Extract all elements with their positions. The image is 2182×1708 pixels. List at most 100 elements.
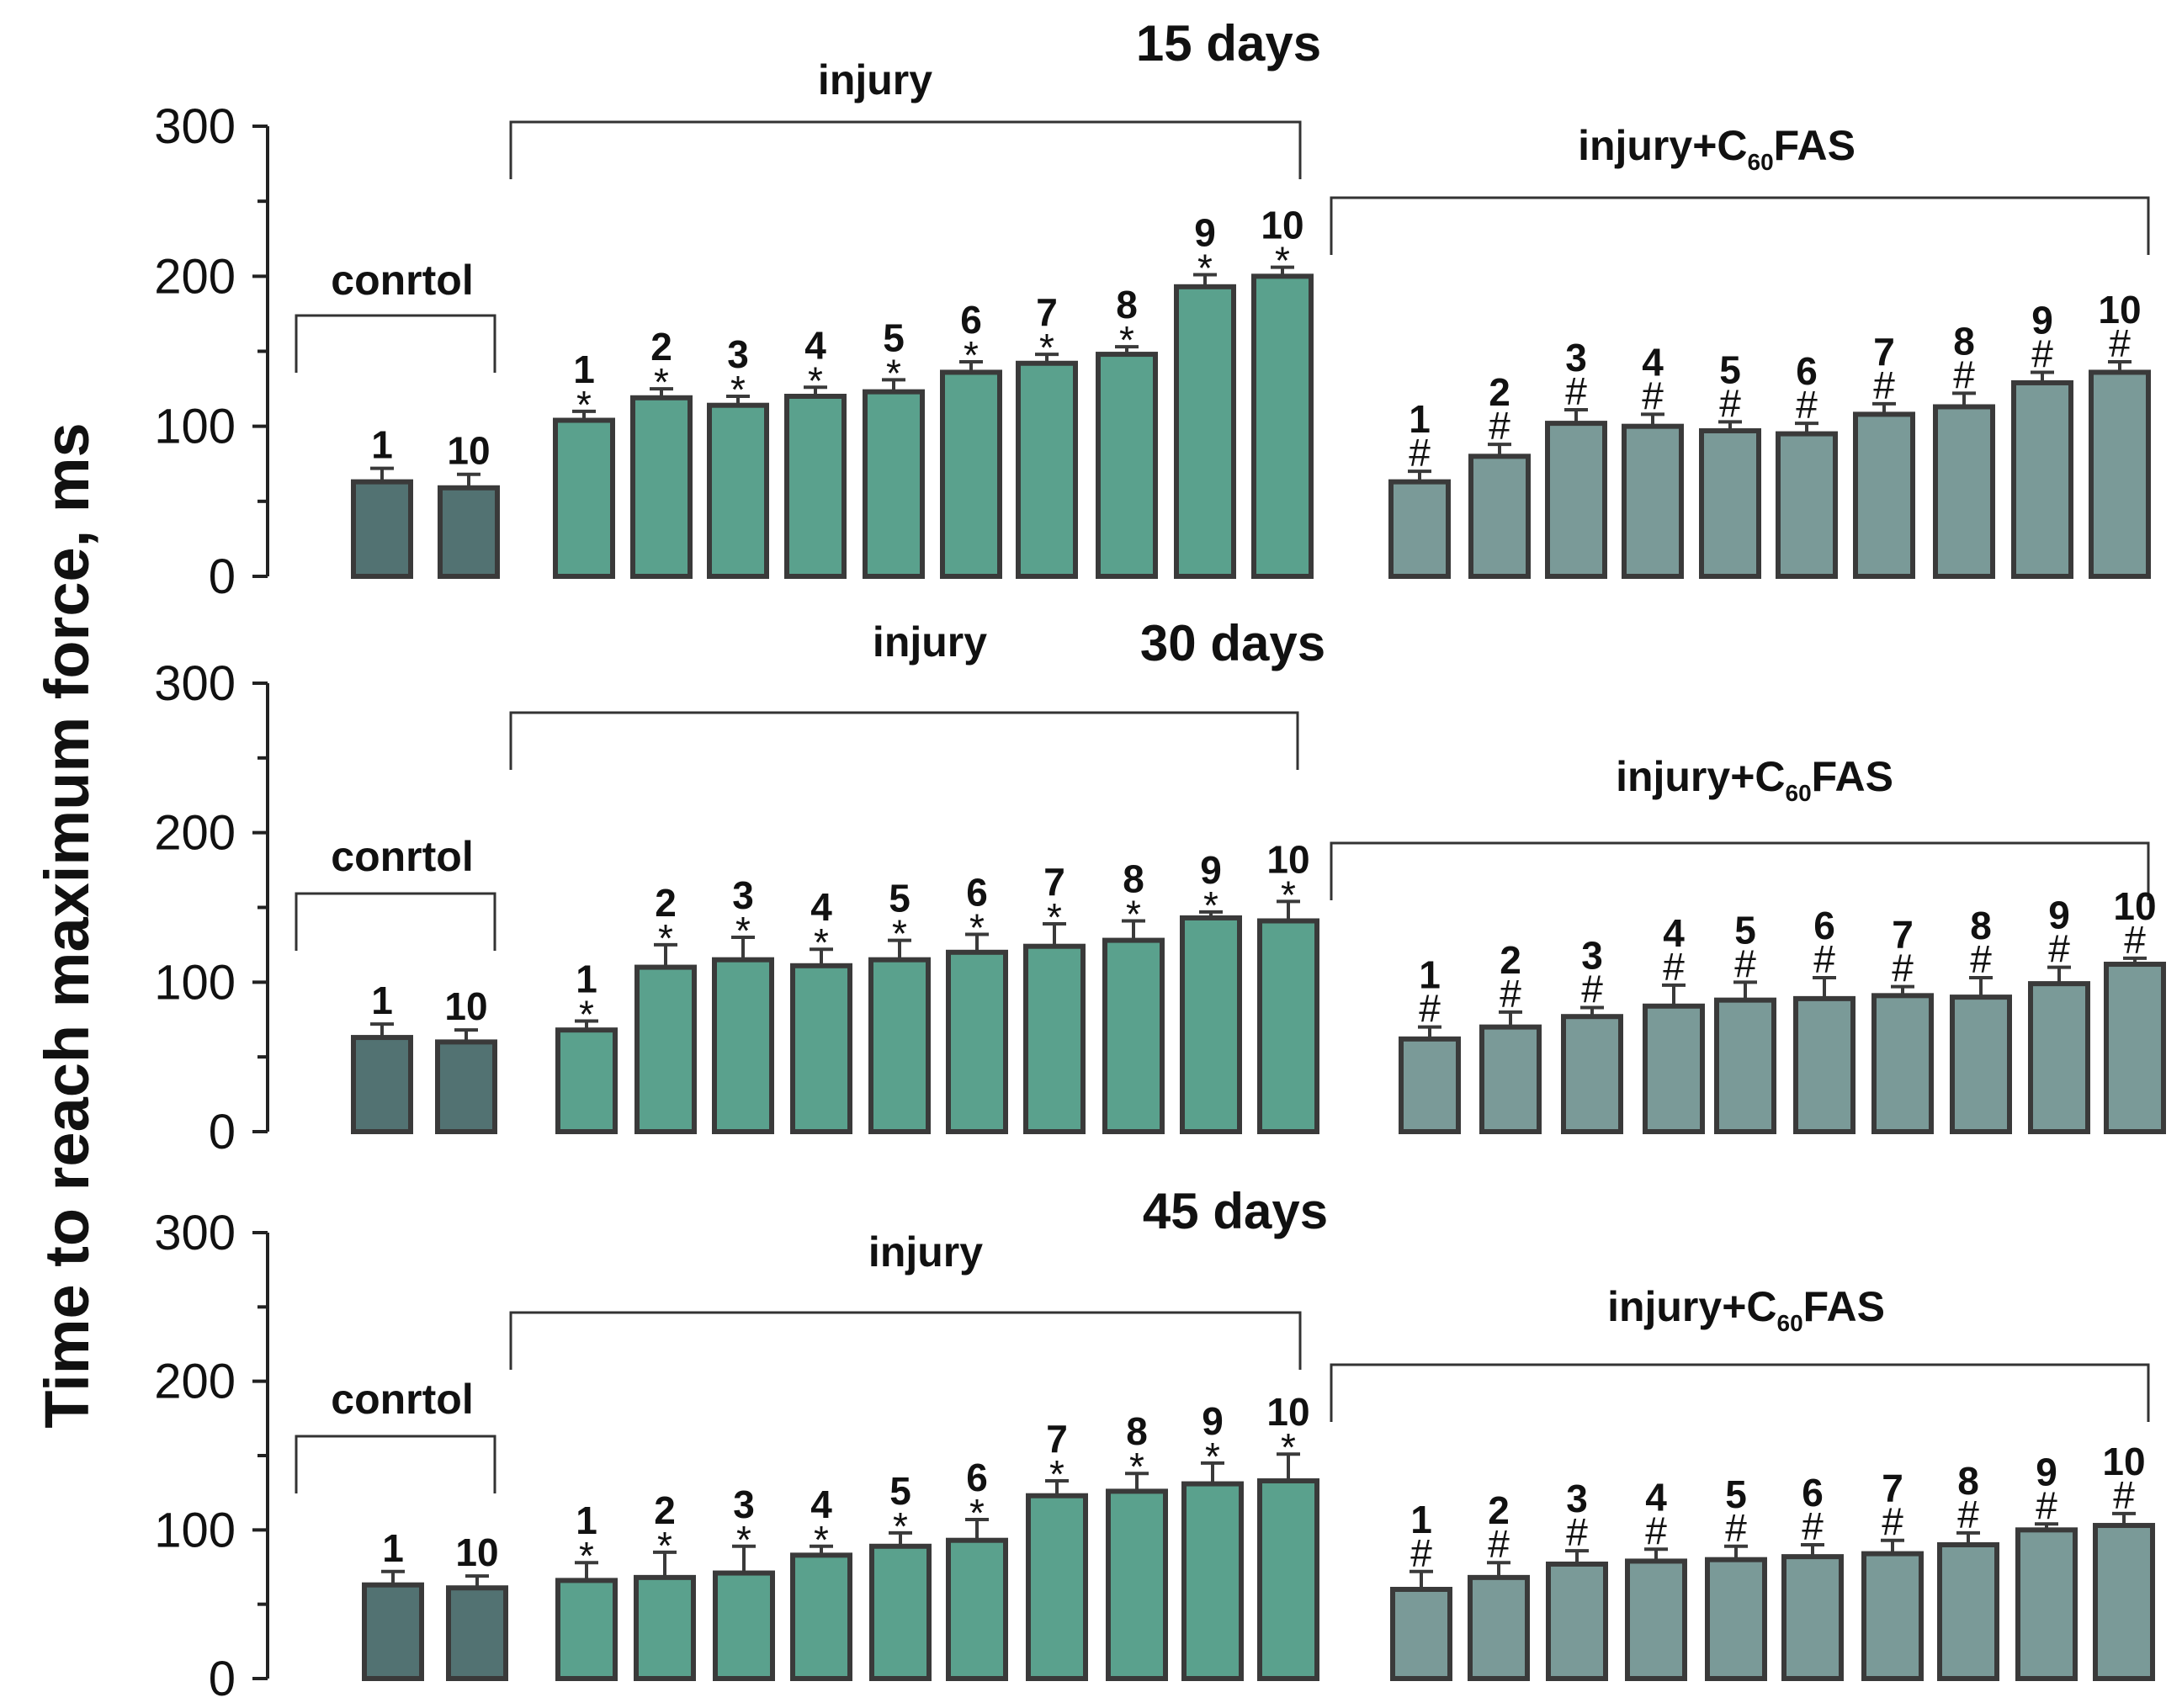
bar — [1399, 1036, 1461, 1135]
significance-mark: # — [1409, 431, 1431, 475]
bar-label: 6 — [1813, 904, 1835, 947]
bar-label: 7 — [1882, 1467, 1903, 1510]
group-label-part: injury — [873, 618, 987, 666]
bar-label: 7 — [1046, 1417, 1068, 1461]
bar — [2093, 1523, 2155, 1681]
bar — [435, 1039, 497, 1135]
bar — [1251, 273, 1314, 579]
bar-label: 2 — [650, 325, 672, 369]
significance-mark: # — [1566, 1510, 1588, 1554]
bar-label: 10 — [2098, 288, 2141, 332]
bar-label: 4 — [810, 1483, 832, 1526]
bar — [351, 1035, 413, 1134]
bar-label: 3 — [1565, 336, 1587, 379]
panel-title: 30 days — [1140, 615, 1325, 671]
bar-label: 8 — [1126, 1409, 1148, 1453]
bar-label: 6 — [1802, 1471, 1824, 1514]
group-label: conrtol — [331, 833, 473, 880]
significance-mark: * — [579, 993, 594, 1037]
significance-mark: # — [1488, 1522, 1510, 1566]
group-label: conrtol — [331, 257, 473, 304]
significance-mark: * — [969, 1491, 985, 1535]
bar — [1102, 937, 1165, 1134]
bar — [634, 1574, 696, 1682]
bar-label: 9 — [2031, 298, 2053, 342]
bar-label: 8 — [1116, 283, 1138, 326]
significance-mark: # — [1642, 374, 1664, 417]
significance-mark: # — [1581, 968, 1603, 1011]
bar-label: 5 — [883, 316, 905, 359]
group-bracket — [1330, 1363, 2150, 1422]
bar-label: 7 — [1873, 330, 1895, 374]
bar-label: 5 — [1734, 908, 1756, 952]
bar — [1257, 918, 1319, 1134]
significance-mark: * — [576, 383, 592, 427]
bar-label: 4 — [1642, 340, 1664, 384]
group-label: injury+C60FAS — [1578, 122, 1855, 175]
bar — [869, 1543, 932, 1682]
y-tick-label: 200 — [154, 806, 236, 861]
bar — [713, 1570, 775, 1681]
significance-mark: # — [1892, 947, 1914, 990]
bar — [1705, 1557, 1767, 1681]
bar — [553, 417, 615, 579]
bar-label: 4 — [1645, 1475, 1667, 1519]
bar-label: 9 — [2036, 1450, 2057, 1493]
bar-label: 8 — [1957, 1459, 1979, 1503]
significance-mark: * — [1126, 892, 1141, 936]
significance-mark: # — [1410, 1531, 1432, 1575]
bar-label: 9 — [1202, 1399, 1224, 1443]
bar-label: 2 — [655, 881, 677, 925]
significance-mark: * — [1047, 895, 1062, 939]
bar-label: 10 — [444, 984, 487, 1028]
bar — [1861, 1551, 1924, 1681]
significance-mark: * — [579, 1534, 594, 1578]
bar-label: 10 — [447, 429, 490, 473]
y-tick-label: 300 — [154, 656, 236, 711]
bar-label: 1 — [1419, 953, 1441, 997]
bar-label: 2 — [654, 1488, 676, 1532]
bar — [1257, 1478, 1319, 1681]
bar-label: 7 — [1036, 290, 1058, 334]
significance-mark: # — [1970, 937, 1992, 981]
bar-label: 9 — [2048, 894, 2070, 937]
group-bracket — [1330, 196, 2150, 255]
bar — [1023, 943, 1086, 1135]
bar-label: 10 — [1266, 837, 1309, 881]
bar-label: 3 — [727, 332, 749, 376]
y-tick-label: 0 — [209, 549, 236, 604]
group-bracket — [509, 711, 1299, 770]
group-label-part: FAS — [1812, 753, 1893, 800]
bar-label: 4 — [810, 885, 832, 929]
significance-mark: * — [969, 905, 985, 949]
bar — [362, 1582, 424, 1681]
bar — [555, 1578, 618, 1682]
bar-label: 1 — [576, 1498, 597, 1542]
y-tick-label: 300 — [154, 1206, 236, 1260]
significance-mark: # — [2036, 1483, 2057, 1527]
significance-mark: * — [1039, 326, 1054, 369]
significance-mark: * — [1119, 318, 1134, 362]
significance-mark: # — [1796, 383, 1818, 427]
significance-mark: # — [1500, 972, 1521, 1016]
y-tick-label: 200 — [154, 1355, 236, 1409]
bar — [351, 479, 413, 580]
significance-mark: # — [1725, 1506, 1747, 1550]
bar — [868, 957, 931, 1135]
bar — [1096, 352, 1158, 579]
bar-label: 4 — [1663, 911, 1685, 955]
bar — [940, 369, 1002, 580]
bar — [946, 949, 1008, 1135]
bar — [2015, 1527, 2078, 1682]
bar — [1643, 1003, 1705, 1135]
group-control: conrtol 1 10 — [295, 257, 500, 580]
group-injury_c60fas: injury+C60FAS#1#2#3#4#5#6#7#8#9#10 — [1330, 1283, 2155, 1682]
bar — [1545, 421, 1607, 579]
significance-mark: * — [654, 360, 669, 404]
bar-label: 8 — [1970, 904, 1992, 947]
bar — [1561, 1014, 1623, 1134]
group-label-part: conrtol — [331, 1376, 473, 1423]
bar-label: 7 — [1892, 913, 1914, 957]
